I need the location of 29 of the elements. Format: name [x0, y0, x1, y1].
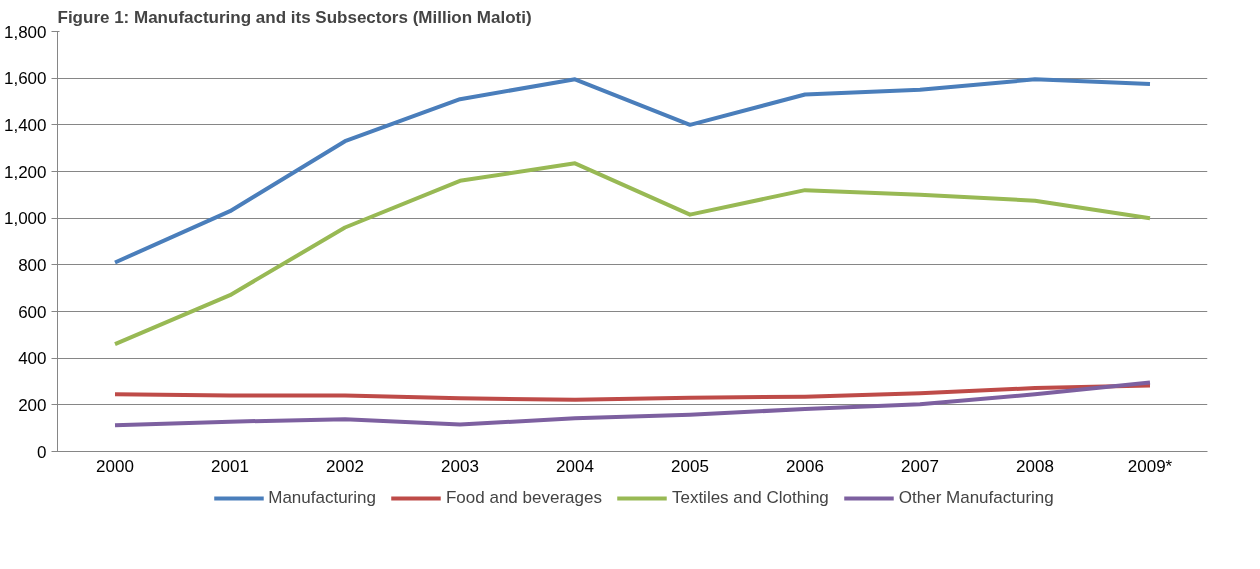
x-tick-label: 2000 [96, 456, 134, 476]
x-tick-label: 2002 [326, 456, 364, 476]
y-tick-label: 0 [37, 442, 47, 462]
y-tick-label: 200 [18, 395, 47, 415]
y-tick-label: 1,600 [3, 69, 47, 89]
y-tick-label: 600 [18, 302, 47, 322]
line-series [113, 383, 1152, 402]
y-tick-label: 1,200 [3, 162, 47, 182]
legend-label: Food and beverages [445, 488, 602, 508]
x-tick-label: 2006 [786, 456, 824, 476]
y-tick-label: 1,400 [3, 115, 47, 135]
y-tick-label: 1,000 [3, 209, 47, 229]
x-tick-label: 2004 [556, 456, 594, 476]
x-tick-label: 2003 [441, 456, 479, 476]
x-tick-label: 2007 [901, 456, 939, 476]
legend-label: Manufacturing [268, 488, 376, 508]
y-tick-label: 1,800 [3, 22, 47, 42]
y-tick-label: 800 [18, 255, 47, 275]
line-series [113, 77, 1152, 265]
x-tick-label: 2008 [1016, 456, 1054, 476]
line-series [113, 161, 1152, 347]
x-tick-label: 2005 [671, 456, 709, 476]
x-tick-label: 2001 [211, 456, 249, 476]
y-tick-label: 400 [18, 349, 47, 369]
chart-title: Figure 1: Manufacturing and its Subsectors (Million Maloti) [57, 7, 532, 27]
line-series [113, 380, 1152, 428]
legend-label: Textiles and Clothing [671, 488, 829, 508]
legend-label: Other Manufacturing [898, 488, 1054, 508]
x-tick-label: 2009* [1127, 456, 1173, 476]
